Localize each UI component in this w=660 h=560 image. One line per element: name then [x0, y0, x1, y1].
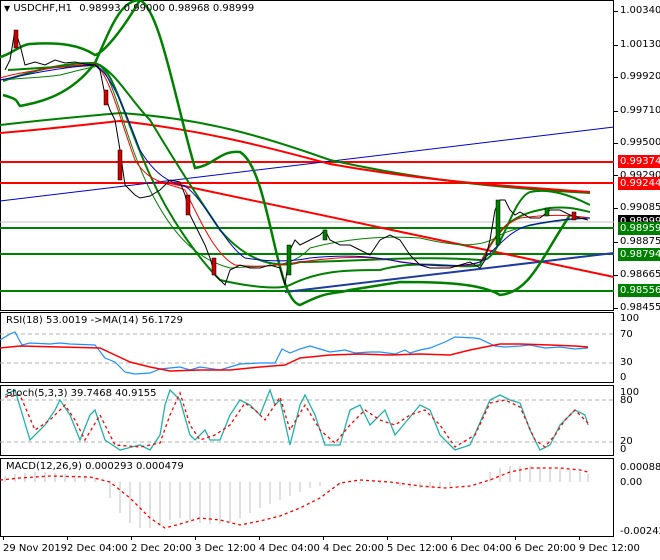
price-tick: 0.98875: [620, 236, 660, 247]
price-tick: 0.98455: [620, 302, 660, 313]
price-tick: 0.99085: [620, 202, 660, 213]
price-tick: 1.00340: [620, 5, 660, 16]
rsi-title: RSI(18) 53.0019 ->MA(14) 56.1729: [6, 315, 183, 326]
time-label: 6 Dec 20:00: [515, 543, 576, 554]
level-badge-support-2: 0.98794: [618, 248, 660, 261]
high-value: 0.99000: [123, 3, 166, 14]
price-tick: 0.99500: [620, 137, 660, 148]
rsi-chart-svg: [0, 331, 614, 375]
close-value: 0.98999: [212, 3, 255, 14]
stoch-chart-svg: [0, 388, 614, 451]
price-tick: 0.99290: [620, 170, 660, 181]
price-tick: 0.99710: [620, 105, 660, 116]
macd-chart-svg: [0, 466, 589, 529]
level-badge-resistance-1: 0.99374: [618, 155, 660, 168]
low-value: 0.98968: [168, 3, 210, 14]
chart-header: ▼ USDCHF,H1 0.98993 0.99000 0.98968 0.98…: [4, 3, 254, 14]
level-badge-resistance-2: 0.99244: [618, 177, 660, 190]
time-label: 6 Dec 04:00: [451, 543, 512, 554]
symbol-label: USDCHF,H1: [13, 3, 73, 14]
stoch-panel[interactable]: [0, 385, 614, 456]
time-label: 2 Dec 20:00: [131, 543, 192, 554]
price-tick: 0.99920: [620, 71, 660, 82]
time-label: 4 Dec 20:00: [323, 543, 384, 554]
level-badge-support-3: 0.98556: [618, 284, 660, 297]
stoch-title: Stoch(5,3,3) 39.7468 40.9155: [6, 388, 157, 399]
time-label: 3 Dec 12:00: [195, 543, 256, 554]
macd-title: MACD(12,26,9) 0.000293 0.000479: [6, 461, 184, 472]
macd-panel[interactable]: [0, 458, 614, 537]
open-value: 0.98993: [79, 3, 121, 14]
time-label: 4 Dec 04:00: [259, 543, 320, 554]
price-tick: 0.98665: [620, 269, 660, 280]
level-badge-support-1: 0.98959: [618, 222, 660, 235]
time-label: 5 Dec 12:00: [387, 543, 448, 554]
time-label: 29 Nov 2019: [3, 543, 68, 554]
candle-bodies: [13, 29, 577, 276]
triangle-down-icon[interactable]: ▼: [4, 4, 11, 13]
candles: [4, 29, 589, 286]
price-tick: 1.00130: [620, 39, 660, 50]
price-chart-svg: [0, 0, 614, 307]
time-label: 2 Dec 04:00: [67, 543, 128, 554]
time-label: 9 Dec 12:00: [579, 543, 640, 554]
